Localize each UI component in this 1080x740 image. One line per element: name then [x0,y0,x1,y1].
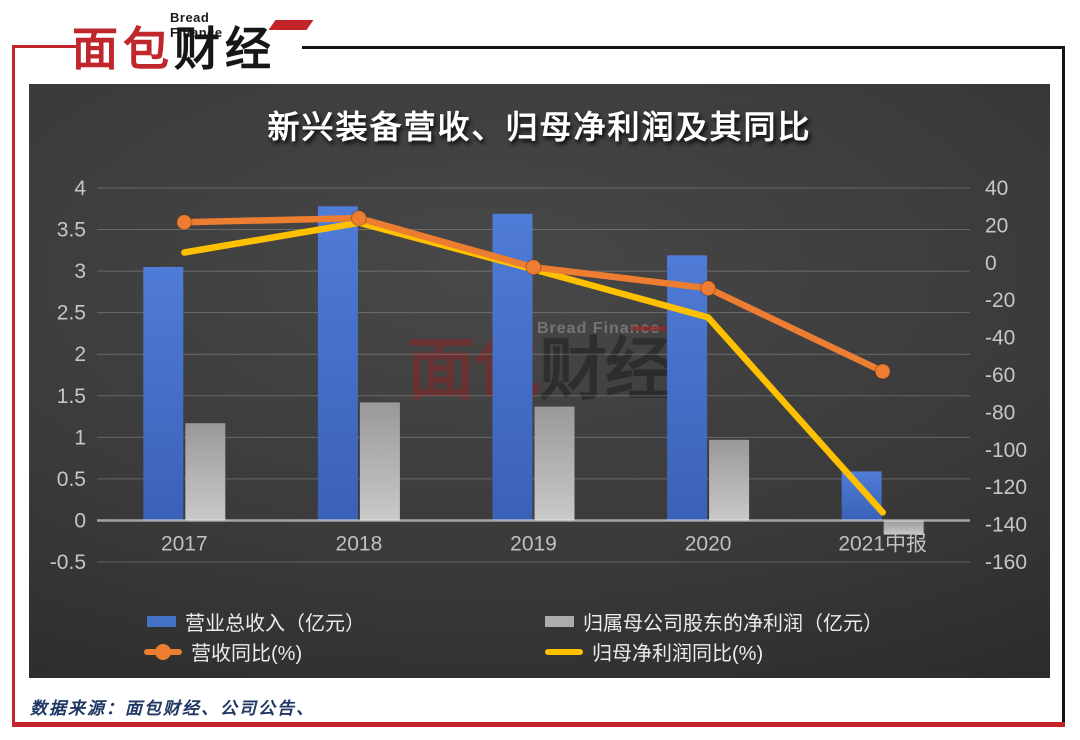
right-axis-tick-label: -20 [985,289,1015,312]
legend-label-profit-yoy: 归母净利润同比(%) [592,643,764,665]
left-axis-tick-label: 1 [74,426,86,449]
category-label-2018: 2018 [336,532,383,555]
left-axis-tick-label: 1.5 [57,385,86,408]
right-axis-tick-label: 40 [985,177,1008,200]
chart-plot: 4 3.5 3 2.5 2 1.5 1 0.5 0 -0.5 40 20 0 -20 -40 -60 -80 -1… [50,177,1027,574]
left-axis-tick-label: 4 [74,177,86,200]
bar-net-profit-2018 [359,402,400,521]
left-axis-tick-label: -0.5 [50,551,86,574]
marker-营收同比(%)-2021中报 [874,363,891,380]
marker-营收同比(%)-2020 [699,279,717,297]
legend-label-revenue-yoy: 营收同比(%) [191,643,303,665]
right-axis-tick-label: 20 [985,214,1008,237]
bar-revenue-2020 [667,255,708,521]
marker-营收同比(%)-2017 [176,213,193,231]
right-axis-tick-label: -120 [985,476,1027,499]
legend-swatch-revenue-yoy [144,643,182,660]
right-axis-tick-label: -60 [985,364,1015,387]
bar-net-profit-2020 [709,439,750,521]
logo-wordmark: 面包财经 [72,24,276,75]
bar-revenue-2017 [143,266,184,521]
left-axis-tick-label: 0 [74,509,86,532]
chart-panel: Bread Finance 面包财经 4 3.5 3 2.5 2 1.5 1 0.5 0 -0.5… [29,84,1050,678]
right-axis-tick-label: -160 [985,551,1027,574]
legend-label-revenue: 营业总收入（亿元） [185,613,365,635]
logo-wordmark-black: 财经 [174,23,276,75]
category-label-2021中报: 2021中报 [838,532,927,555]
bar-net-profit-2017 [185,423,226,521]
bar-net-profit-2021中报 [883,520,924,535]
legend-swatch-profit-yoy [545,648,583,655]
marker-营收同比(%)-2018 [350,209,368,227]
logo-subtitle-row: Bread Finance [170,10,314,40]
legend-item-revenue: 营业总收入（亿元） [147,607,365,636]
right-axis-tick-label: -140 [985,514,1027,537]
legend-item-net-profit: 归属母公司股东的净利润（亿元） [545,607,883,636]
logo-subtitle: Bread Finance [170,10,223,40]
left-axis-tick-label: 0.5 [57,468,86,491]
data-source-note: 数据来源：面包财经、公司公告、 [30,699,315,718]
right-axis-tick-label: -40 [985,327,1015,350]
logo-wordmark-red: 面包 [72,23,174,75]
legend-label-net-profit: 归属母公司股东的净利润（亿元） [583,613,883,635]
right-axis-tick-label: -100 [985,439,1027,462]
brand-logo: Bread Finance 面包财经 [60,2,314,82]
legend-item-revenue-yoy: 营收同比(%) [144,637,302,666]
legend-swatch-revenue [147,616,176,627]
marker-营收同比(%)-2019 [525,259,542,276]
category-label-2017: 2017 [161,532,208,555]
right-axis-tick-label: -80 [985,401,1015,424]
chart-title: 新兴装备营收、归母净利润及其同比 [267,109,812,145]
frame-top-red-line [12,45,76,48]
line-营收同比(%) [181,214,886,375]
left-axis-tick-label: 2 [74,343,86,366]
frame-right-border [1062,46,1065,725]
legend-swatch-net-profit [545,616,574,627]
legend-marker-dot [155,643,171,660]
right-axis-tick-label: 0 [985,252,997,275]
left-axis-tick-label: 2.5 [57,302,86,325]
bar-revenue-2018 [317,206,358,521]
frame-left-border [12,45,15,727]
legend-item-profit-yoy: 归母净利润同比(%) [545,637,763,666]
left-axis-tick-label: 3 [74,260,86,283]
category-label-2019: 2019 [510,532,557,555]
frame-top-black-line [302,46,1064,49]
category-label-2020: 2020 [685,532,732,555]
bar-revenue-2021中报 [841,471,882,521]
bar-net-profit-2019 [534,406,575,521]
left-axis-tick-label: 3.5 [57,219,86,242]
frame-bottom-border [12,722,1065,727]
